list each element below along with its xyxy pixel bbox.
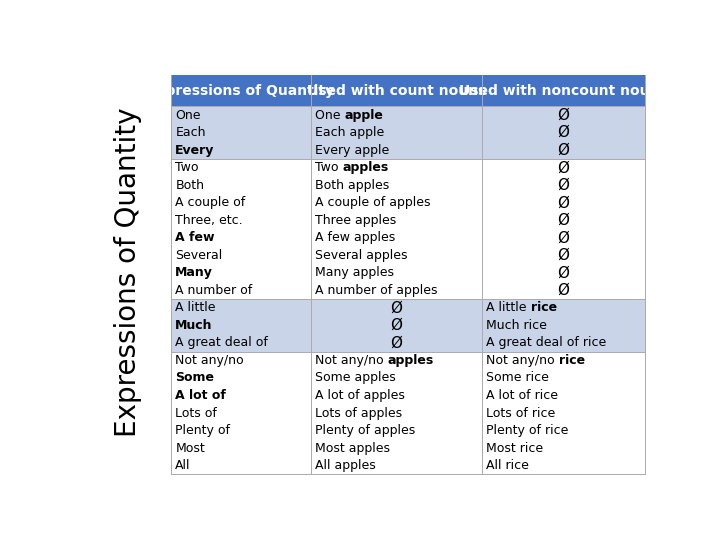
Text: Much: Much xyxy=(176,319,213,332)
Text: Ø: Ø xyxy=(557,160,570,175)
Bar xyxy=(171,299,645,352)
Text: apples: apples xyxy=(343,161,389,174)
Text: A few: A few xyxy=(176,231,215,244)
Text: Lots of: Lots of xyxy=(176,407,217,420)
Text: Ø: Ø xyxy=(557,265,570,280)
Text: Several apples: Several apples xyxy=(315,249,408,262)
Text: One: One xyxy=(176,109,201,122)
Text: Ø: Ø xyxy=(557,107,570,123)
Text: A little: A little xyxy=(486,301,531,314)
Text: Expressions of Quantity: Expressions of Quantity xyxy=(148,84,334,98)
Text: Lots of rice: Lots of rice xyxy=(486,407,555,420)
Text: A lot of apples: A lot of apples xyxy=(315,389,405,402)
Text: Not any/no: Not any/no xyxy=(486,354,559,367)
Text: Both apples: Both apples xyxy=(315,179,390,192)
Text: Used with noncount nouns: Used with noncount nouns xyxy=(459,84,667,98)
Text: Lots of apples: Lots of apples xyxy=(315,407,402,420)
Text: Much rice: Much rice xyxy=(486,319,547,332)
Text: Ø: Ø xyxy=(557,283,570,298)
Text: Ø: Ø xyxy=(557,143,570,158)
Text: Plenty of rice: Plenty of rice xyxy=(486,424,568,437)
Text: Ø: Ø xyxy=(390,335,402,350)
Text: rice: rice xyxy=(559,354,585,367)
Text: Ø: Ø xyxy=(557,248,570,263)
Text: A lot of rice: A lot of rice xyxy=(486,389,558,402)
Text: Many apples: Many apples xyxy=(315,266,395,279)
Text: Ø: Ø xyxy=(557,125,570,140)
Text: Most rice: Most rice xyxy=(486,442,543,455)
Text: Ø: Ø xyxy=(390,300,402,315)
Bar xyxy=(171,75,645,106)
Bar xyxy=(171,352,645,474)
Bar xyxy=(171,159,645,299)
Text: Ø: Ø xyxy=(557,195,570,210)
Text: Every: Every xyxy=(176,144,215,157)
Text: Some: Some xyxy=(176,372,215,384)
Text: Ø: Ø xyxy=(557,230,570,245)
Text: rice: rice xyxy=(531,301,557,314)
Text: A lot of: A lot of xyxy=(176,389,226,402)
Text: Two: Two xyxy=(176,161,199,174)
Text: A great deal of rice: A great deal of rice xyxy=(486,336,606,349)
Text: A little: A little xyxy=(176,301,216,314)
Text: Two: Two xyxy=(315,161,343,174)
Text: apple: apple xyxy=(345,109,384,122)
Text: A great deal of: A great deal of xyxy=(176,336,269,349)
Text: Ø: Ø xyxy=(557,178,570,193)
Text: A number of apples: A number of apples xyxy=(315,284,438,297)
Text: apples: apples xyxy=(388,354,434,367)
Text: Not any/no: Not any/no xyxy=(315,354,388,367)
Text: One: One xyxy=(315,109,345,122)
Text: Not any/no: Not any/no xyxy=(176,354,244,367)
Text: Ø: Ø xyxy=(557,213,570,228)
Text: A couple of apples: A couple of apples xyxy=(315,196,431,210)
Text: Used with count nouns: Used with count nouns xyxy=(307,84,486,98)
Text: All rice: All rice xyxy=(486,459,529,472)
Text: Each: Each xyxy=(176,126,206,139)
Text: All: All xyxy=(176,459,191,472)
Text: All apples: All apples xyxy=(315,459,376,472)
Text: Expressions of Quantity: Expressions of Quantity xyxy=(114,108,142,437)
Text: Many: Many xyxy=(176,266,213,279)
Bar xyxy=(171,106,645,159)
Text: Plenty of: Plenty of xyxy=(176,424,230,437)
Text: Some apples: Some apples xyxy=(315,372,396,384)
Text: Most apples: Most apples xyxy=(315,442,390,455)
Text: A few apples: A few apples xyxy=(315,231,395,244)
Text: Several: Several xyxy=(176,249,222,262)
Text: Most: Most xyxy=(176,442,205,455)
Text: Three apples: Three apples xyxy=(315,214,397,227)
Text: A couple of: A couple of xyxy=(176,196,246,210)
Text: A number of: A number of xyxy=(176,284,253,297)
Text: Some rice: Some rice xyxy=(486,372,549,384)
Text: Each apple: Each apple xyxy=(315,126,384,139)
Text: Three, etc.: Three, etc. xyxy=(176,214,243,227)
Text: Plenty of apples: Plenty of apples xyxy=(315,424,415,437)
Text: Ø: Ø xyxy=(390,318,402,333)
Text: Every apple: Every apple xyxy=(315,144,390,157)
Text: Both: Both xyxy=(176,179,204,192)
